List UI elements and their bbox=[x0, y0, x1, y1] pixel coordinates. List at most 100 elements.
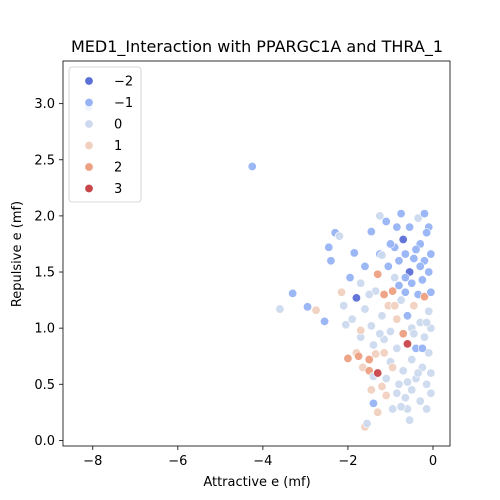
scatter-point bbox=[392, 343, 402, 353]
scatter-point bbox=[388, 362, 398, 372]
scatter-point bbox=[390, 301, 400, 311]
y-tick-label: 0.0 bbox=[34, 434, 55, 449]
scatter-point bbox=[362, 419, 372, 429]
scatter-point bbox=[366, 227, 376, 237]
scatter-point bbox=[422, 404, 432, 414]
scatter-point bbox=[339, 301, 349, 311]
scatter-point bbox=[407, 278, 417, 288]
scatter-point bbox=[375, 329, 385, 339]
legend-marker bbox=[84, 184, 94, 194]
scatter-point bbox=[419, 332, 429, 342]
scatter-point bbox=[405, 222, 415, 232]
scatter-point bbox=[377, 311, 387, 321]
scatter-point bbox=[377, 382, 387, 392]
scatter-point bbox=[396, 295, 406, 305]
scatter-point bbox=[424, 267, 434, 277]
x-tick-label: −2 bbox=[338, 454, 357, 469]
legend-marker bbox=[84, 76, 94, 86]
scatter-point bbox=[396, 402, 406, 412]
scatter-point bbox=[392, 314, 402, 324]
scatter-point bbox=[392, 388, 402, 398]
scatter-point bbox=[288, 288, 298, 298]
x-tick-label: −6 bbox=[168, 454, 187, 469]
scatter-point bbox=[413, 213, 423, 223]
scatter-point bbox=[419, 292, 429, 302]
scatter-point bbox=[398, 366, 408, 376]
scatter-point bbox=[394, 280, 404, 290]
scatter-point bbox=[409, 254, 419, 264]
scatter-point bbox=[415, 396, 425, 406]
scatter-point bbox=[398, 234, 408, 244]
scatter-point bbox=[400, 249, 410, 259]
scatter-point bbox=[334, 231, 344, 241]
scatter-point bbox=[415, 261, 425, 271]
scatter-point bbox=[366, 321, 376, 331]
scatter-point bbox=[311, 305, 321, 315]
scatter-point bbox=[381, 217, 391, 227]
scatter-point bbox=[360, 304, 370, 314]
legend: −2 −1 0 1 2 3 bbox=[68, 66, 142, 203]
legend-label: 3 bbox=[114, 182, 122, 197]
scatter-point bbox=[247, 162, 257, 172]
scatter-point bbox=[422, 379, 432, 389]
scatter-point bbox=[422, 318, 432, 328]
points-layer bbox=[84, 102, 436, 432]
scatter-point bbox=[349, 248, 359, 258]
scatter-point bbox=[426, 388, 436, 398]
legend-label: −2 bbox=[114, 75, 133, 90]
scatter-point bbox=[360, 261, 370, 271]
y-tick-label: 0.5 bbox=[34, 378, 55, 393]
scatter-point bbox=[411, 245, 421, 255]
legend-label: 2 bbox=[114, 161, 122, 176]
legend-label: 1 bbox=[114, 139, 122, 154]
scatter-point bbox=[388, 404, 398, 414]
scatter-point bbox=[366, 385, 376, 395]
legend-label: 0 bbox=[114, 118, 122, 133]
scatter-point bbox=[407, 355, 417, 365]
scatter-point bbox=[326, 256, 336, 266]
scatter-point bbox=[381, 374, 391, 384]
chart-title: MED1_Interaction with PPARGC1A and THRA_… bbox=[71, 37, 443, 57]
scatter-point bbox=[337, 287, 347, 297]
scatter-point bbox=[347, 314, 357, 324]
scatter-point bbox=[407, 385, 417, 395]
scatter-point bbox=[396, 209, 406, 219]
scatter-point bbox=[392, 222, 402, 232]
scatter-point bbox=[303, 302, 313, 312]
scatter-point bbox=[422, 228, 432, 238]
scatter-point bbox=[426, 368, 436, 378]
scatter-point bbox=[400, 273, 410, 283]
x-axis-label: Attractive e (mf) bbox=[203, 475, 310, 490]
scatter-point bbox=[320, 316, 330, 326]
scatter-point bbox=[402, 377, 412, 387]
scatter-point bbox=[409, 301, 419, 311]
legend-marker bbox=[84, 141, 94, 151]
scatter-point bbox=[402, 339, 412, 349]
scatter-point bbox=[341, 320, 351, 330]
scatter-point bbox=[368, 398, 378, 408]
scatter-point bbox=[354, 351, 364, 361]
scatter-point bbox=[419, 209, 429, 219]
scatter-point bbox=[275, 304, 285, 314]
scatter-point bbox=[351, 293, 361, 303]
scatter-point bbox=[405, 415, 415, 425]
scatter-point bbox=[364, 289, 374, 299]
legend-marker bbox=[84, 98, 94, 108]
x-tick-label: −8 bbox=[83, 454, 102, 469]
y-axis: 0.0 0.5 1.0 1.5 2.0 2.5 3.0 bbox=[34, 97, 63, 449]
scatter-point bbox=[343, 353, 353, 363]
scatter-point bbox=[377, 250, 387, 260]
scatter-point bbox=[426, 287, 436, 297]
scatter-point bbox=[424, 306, 434, 316]
scatter-point bbox=[356, 325, 366, 335]
scatter-point bbox=[364, 355, 374, 365]
scatter-point bbox=[409, 329, 419, 339]
scatter-point bbox=[345, 273, 355, 283]
legend-marker bbox=[84, 119, 94, 129]
scatter-point bbox=[400, 393, 410, 403]
scatter-point bbox=[402, 311, 412, 321]
scatter-point bbox=[373, 368, 383, 378]
y-tick-label: 2.5 bbox=[34, 153, 55, 168]
